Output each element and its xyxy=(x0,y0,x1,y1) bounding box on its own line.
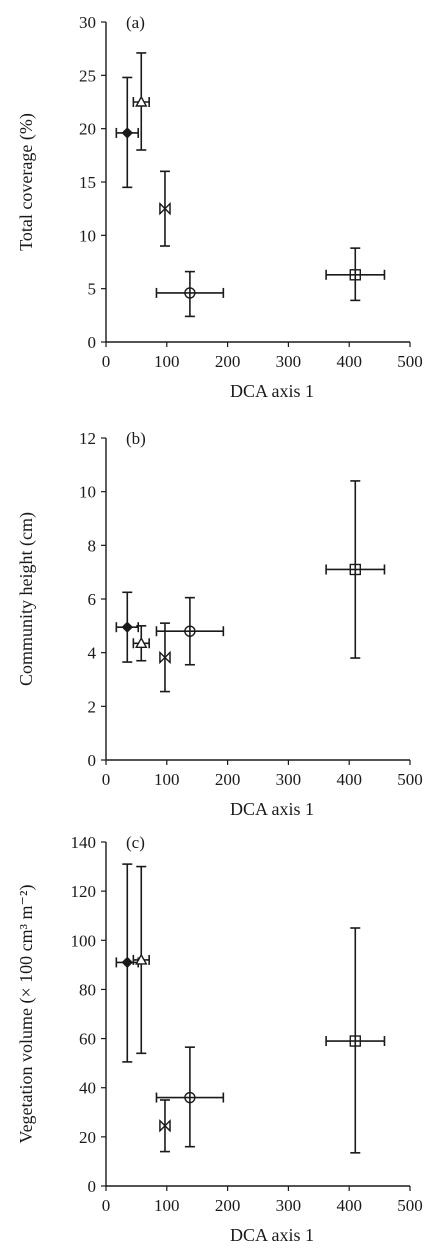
x-axis-title: DCA axis 1 xyxy=(230,381,314,401)
y-tick-label: 0 xyxy=(88,333,97,352)
y-tick-label: 140 xyxy=(71,833,97,852)
y-tick-label: 12 xyxy=(79,429,96,448)
y-tick-label: 20 xyxy=(79,120,96,139)
x-axis-title: DCA axis 1 xyxy=(230,1225,314,1245)
data-point-square-open xyxy=(325,247,386,302)
x-tick-label: 100 xyxy=(154,770,180,789)
y-tick-label: 8 xyxy=(88,536,97,555)
chart-panel-1: 0 100 200 300 400 500 0 2 4 6 8 10 12 DCA axis 1 Commu… xyxy=(16,429,423,819)
y-tick-label: 30 xyxy=(79,13,96,32)
x-tick-label: 400 xyxy=(336,770,362,789)
x-tick-label: 300 xyxy=(276,352,302,371)
y-tick-label: 10 xyxy=(79,226,96,245)
y-axis-title: Total coverage (%) xyxy=(16,113,37,251)
y-tick-label: 80 xyxy=(79,980,96,999)
y-tick-label: 5 xyxy=(88,280,97,299)
data-point-diamond-filled xyxy=(115,591,140,663)
x-tick-label: 0 xyxy=(102,1196,111,1215)
data-point-triangle-open xyxy=(132,52,150,151)
triangle-marker xyxy=(135,95,148,107)
x-tick-label: 400 xyxy=(336,1196,362,1215)
x-tick-label: 200 xyxy=(215,770,241,789)
data-point-diamond-filled xyxy=(115,863,140,1063)
diamond-marker xyxy=(121,127,133,139)
data-point-bowtie-open xyxy=(159,622,171,693)
triangle-marker xyxy=(135,953,148,965)
data-point-diamond-filled xyxy=(115,76,140,189)
y-tick-label: 100 xyxy=(71,931,97,950)
y-tick-label: 120 xyxy=(71,882,97,901)
y-tick-label: 40 xyxy=(79,1079,96,1098)
diamond-marker xyxy=(121,621,133,633)
bowtie-marker xyxy=(159,650,171,665)
x-tick-label: 500 xyxy=(397,352,423,371)
panel-label: (c) xyxy=(126,833,145,852)
y-tick-label: 2 xyxy=(88,697,97,716)
x-tick-label: 200 xyxy=(215,352,241,371)
y-tick-label: 0 xyxy=(88,751,97,770)
y-tick-label: 15 xyxy=(79,173,96,192)
x-tick-label: 100 xyxy=(154,1196,180,1215)
x-tick-label: 0 xyxy=(102,770,111,789)
x-tick-label: 300 xyxy=(276,770,302,789)
x-tick-label: 100 xyxy=(154,352,180,371)
chart-panel-2: 0 100 200 300 400 500 0 20 40 60 80 100 120 140 DCA ax… xyxy=(16,833,423,1245)
y-tick-label: 25 xyxy=(79,66,96,85)
data-point-triangle-open xyxy=(132,865,150,1055)
chart-panel-0: 0 100 200 300 400 500 0 5 10 15 20 25 30 DCA axis 1 To… xyxy=(16,13,423,401)
x-tick-label: 400 xyxy=(336,352,362,371)
y-axis-title: Vegetation volume (× 100 cm³ m⁻²) xyxy=(16,885,37,1144)
x-tick-label: 500 xyxy=(397,1196,423,1215)
x-tick-label: 200 xyxy=(215,1196,241,1215)
data-point-square-open xyxy=(325,927,386,1154)
x-axis-title: DCA axis 1 xyxy=(230,799,314,819)
bowtie-marker xyxy=(159,201,171,216)
data-point-bowtie-open xyxy=(159,170,171,247)
y-tick-label: 0 xyxy=(88,1177,97,1196)
y-tick-label: 10 xyxy=(79,483,96,502)
data-point-circle-open xyxy=(155,1046,225,1148)
panel-label: (a) xyxy=(126,13,145,32)
y-tick-label: 60 xyxy=(79,1030,96,1049)
diamond-marker xyxy=(121,956,133,969)
triangle-marker xyxy=(135,636,148,648)
x-tick-label: 300 xyxy=(276,1196,302,1215)
data-point-square-open xyxy=(325,480,386,659)
x-tick-label: 0 xyxy=(102,352,111,371)
panel-label: (b) xyxy=(126,429,146,448)
data-point-triangle-open xyxy=(132,625,150,662)
data-point-circle-open xyxy=(155,270,225,318)
data-point-circle-open xyxy=(155,596,225,666)
y-tick-label: 6 xyxy=(88,590,97,609)
x-tick-label: 500 xyxy=(397,770,423,789)
bowtie-marker xyxy=(159,1119,171,1133)
data-point-bowtie-open xyxy=(159,1099,171,1153)
y-axis-title: Community height (cm) xyxy=(16,512,37,686)
y-tick-label: 20 xyxy=(79,1128,96,1147)
y-tick-label: 4 xyxy=(88,644,97,663)
